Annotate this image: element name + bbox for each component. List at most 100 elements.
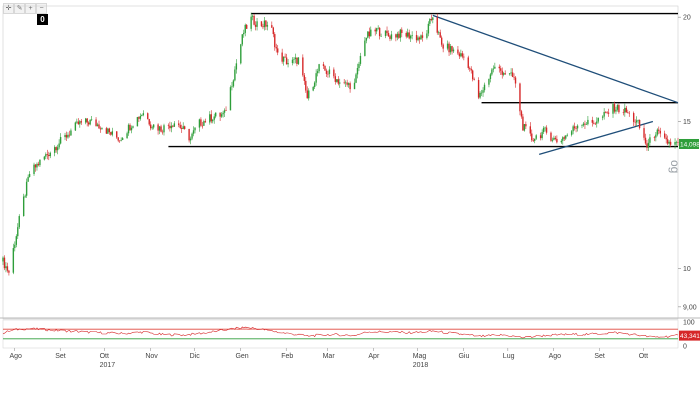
candle-body: [136, 117, 139, 127]
candle-body: [384, 30, 387, 37]
candle-body: [147, 113, 149, 120]
candle-body: [34, 164, 37, 168]
cursor-icon[interactable]: ✛: [3, 3, 14, 14]
month-tick-label: Set: [55, 353, 66, 360]
candle-body: [244, 24, 246, 33]
candle-body: [65, 134, 68, 138]
candle-body: [130, 127, 133, 131]
month-tick-label: Giu: [458, 353, 469, 360]
candle-body: [322, 64, 325, 67]
zoom-in-icon[interactable]: +: [25, 3, 36, 14]
price-pane-frame: [2, 5, 679, 320]
candle-body: [14, 244, 16, 249]
candle-body: [219, 112, 221, 117]
candle-body: [24, 195, 26, 197]
candle-body: [337, 79, 339, 84]
candle-body: [189, 138, 192, 141]
candle-body: [634, 121, 636, 123]
zoom-out-icon[interactable]: −: [36, 3, 47, 14]
candle-body: [551, 139, 554, 141]
candle-body: [544, 127, 546, 129]
candle-body: [409, 35, 412, 39]
candle-body: [117, 137, 119, 141]
candle-body: [607, 112, 610, 114]
candle-body: [148, 119, 150, 125]
candle-body: [440, 37, 443, 45]
candle-body: [220, 114, 223, 117]
candle-body: [344, 82, 347, 84]
candle-body: [212, 119, 214, 122]
candle-body: [525, 124, 527, 127]
last-price-badge: [679, 138, 699, 149]
rsi-last-label: 43,3417: [680, 333, 700, 340]
candle-body: [452, 49, 455, 52]
candle-body: [293, 59, 295, 60]
candle-body: [545, 127, 548, 133]
candle-body: [656, 129, 659, 135]
candle-body: [355, 74, 357, 83]
candle-body: [430, 19, 433, 20]
candle-body: [405, 32, 407, 37]
trendline-up-line: [538, 120, 654, 156]
candle-body: [157, 124, 159, 131]
candle-body: [3, 257, 6, 269]
candle-body: [313, 82, 316, 88]
candle-body: [467, 57, 469, 68]
candle-body: [225, 110, 227, 111]
candle-body: [491, 69, 493, 75]
candle-body: [282, 56, 285, 62]
candle-body: [235, 63, 238, 70]
candle-body: [637, 119, 639, 121]
candle-body: [27, 176, 29, 182]
candle-body: [674, 142, 676, 145]
candle-body: [438, 32, 440, 33]
candle-body: [18, 216, 20, 228]
candle-body: [581, 125, 583, 126]
candle-body: [531, 133, 533, 141]
candle-body: [296, 57, 298, 64]
candle-body: [349, 83, 351, 90]
price-tick-label: 10: [683, 266, 691, 273]
candle-body: [142, 113, 145, 116]
candle-body: [628, 112, 630, 114]
candle-body: [53, 147, 56, 153]
candle-body: [77, 121, 80, 125]
rsi-tick-label: 0: [683, 344, 687, 351]
candle-body: [118, 140, 121, 142]
watermark: og: [668, 160, 682, 174]
candle-body: [99, 128, 102, 130]
candle-body: [33, 164, 35, 174]
candle-body: [25, 181, 28, 196]
candle-body: [665, 137, 667, 140]
candle-body: [281, 52, 283, 62]
candle-body: [449, 46, 452, 53]
candle-body: [364, 40, 366, 56]
candle-body: [477, 79, 480, 98]
candle-body: [275, 47, 277, 49]
pencil-icon[interactable]: ✎: [14, 3, 25, 14]
candle-body: [482, 90, 484, 93]
candle-body: [179, 125, 181, 128]
month-tick-label: Gen: [235, 353, 248, 360]
candle-body: [513, 76, 515, 78]
candle-body: [541, 132, 543, 139]
candle-body: [8, 270, 10, 273]
candle-body: [627, 112, 629, 113]
candle-body: [542, 127, 545, 133]
candle-body: [556, 138, 558, 143]
candle-body: [649, 137, 651, 143]
candle-body: [489, 74, 492, 79]
candle-body: [241, 34, 243, 45]
candle-body: [327, 73, 329, 75]
candle-body: [532, 140, 534, 141]
candle-body: [494, 66, 496, 69]
candle-body: [501, 70, 503, 75]
candle-body: [353, 82, 356, 90]
candle-body: [110, 132, 112, 135]
candle-body: [214, 112, 217, 117]
candle-body: [463, 56, 465, 58]
candle-body: [150, 124, 152, 129]
candle-body: [178, 123, 180, 126]
candle-body: [17, 227, 19, 237]
